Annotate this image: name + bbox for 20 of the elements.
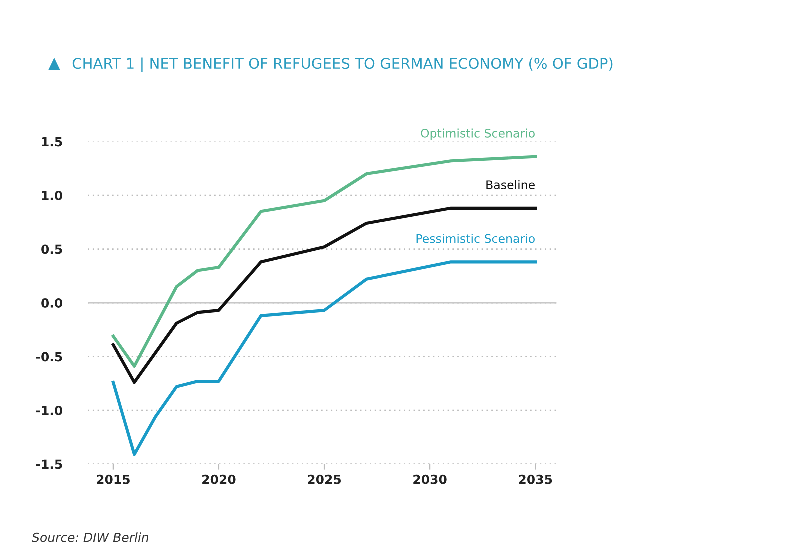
x-tick-label: 2025	[308, 474, 342, 484]
series-label: Optimistic Scenario	[421, 128, 535, 140]
y-tick-label: 0.5	[42, 244, 62, 254]
source-note: Source: DIW Berlin	[32, 532, 148, 542]
line-series	[112, 206, 538, 384]
series-label: Pessimistic Scenario	[416, 234, 535, 244]
x-tick-label: 2030	[414, 474, 447, 484]
y-tick-label: 1.0	[42, 191, 63, 200]
x-tick-label: 2015	[97, 474, 130, 484]
line-series	[112, 260, 538, 456]
line-series	[112, 155, 538, 368]
series-label: Baseline	[486, 180, 535, 190]
y-tick-label: -1.5	[36, 460, 62, 470]
chart-title: CHART 1 | NET BENEFIT OF REFUGEES TO GERMAN ECONOMY (% OF GDP)	[72, 58, 613, 72]
y-tick-label: -1.0	[36, 406, 63, 416]
x-tick-label: 2035	[519, 474, 552, 484]
y-tick-label: 1.5	[42, 137, 62, 147]
y-tick-label: 0.0	[42, 298, 63, 308]
y-tick-label: -0.5	[36, 352, 62, 362]
x-tick-label: 2020	[202, 474, 236, 484]
